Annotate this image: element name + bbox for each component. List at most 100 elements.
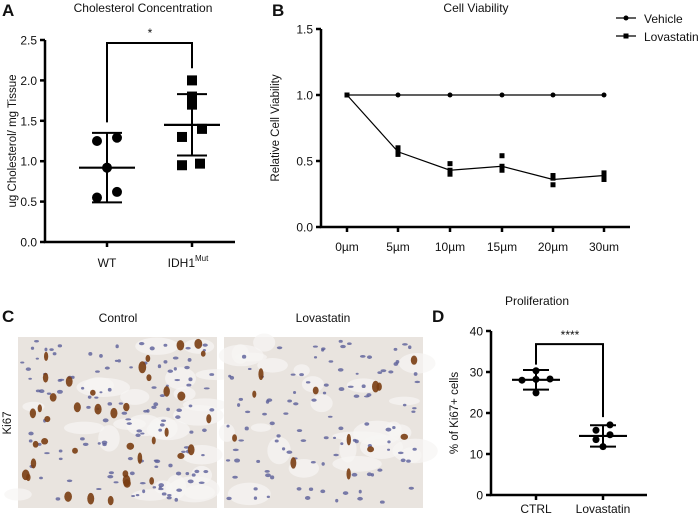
stroma-patch (257, 358, 288, 373)
hematoxylin-nucleus (266, 398, 273, 402)
hematoxylin-nucleus (151, 386, 157, 389)
hematoxylin-nucleus (35, 357, 39, 360)
ki67-positive-nucleus (126, 442, 135, 450)
stroma-patch (83, 377, 115, 394)
hematoxylin-nucleus (262, 412, 267, 416)
legend-lovastatin-label: Lovastatin (644, 30, 699, 44)
hematoxylin-nucleus (104, 366, 110, 370)
hematoxylin-nucleus (86, 405, 91, 409)
chart-a-ylabel: ug Cholesterol/ mg Tissue (7, 75, 19, 208)
hematoxylin-nucleus (342, 491, 349, 495)
hematoxylin-nucleus (266, 495, 271, 499)
hematoxylin-nucleus (95, 370, 100, 373)
hematoxylin-nucleus (185, 472, 190, 476)
hematoxylin-nucleus (338, 387, 345, 392)
ki67-positive-nucleus (400, 433, 409, 440)
axis-lines (489, 331, 647, 497)
hematoxylin-nucleus (253, 496, 258, 500)
hematoxylin-nucleus (118, 402, 124, 405)
ki67-positive-nucleus (252, 390, 257, 398)
hematoxylin-nucleus (39, 476, 43, 480)
hematoxylin-nucleus (187, 357, 192, 362)
ki67-positive-nucleus (90, 389, 96, 396)
hematoxylin-nucleus (366, 472, 372, 477)
lovastatin-point (601, 176, 607, 182)
lovastatin-point (447, 171, 453, 177)
stroma-patch (339, 435, 357, 463)
lovastatin-point (499, 167, 505, 173)
hematoxylin-nucleus (115, 344, 119, 349)
y-tick-label: 40 (470, 325, 484, 339)
y-tick-label: 10 (470, 448, 484, 462)
hematoxylin-nucleus (159, 423, 165, 427)
stroma-patch (388, 396, 420, 406)
panel-label-c: C (2, 307, 14, 326)
hematoxylin-nucleus (131, 494, 136, 498)
hematoxylin-nucleus (347, 385, 354, 388)
lovastatin-point (550, 175, 556, 181)
stroma-patch (231, 344, 249, 364)
hematoxylin-nucleus (168, 463, 173, 468)
hematoxylin-nucleus (25, 367, 31, 371)
ki67-positive-nucleus (187, 444, 195, 456)
lovastatin-point (344, 92, 350, 98)
hematoxylin-nucleus (320, 489, 326, 494)
hematoxylin-nucleus (159, 394, 165, 398)
chart-a-xtick-idh1-base: IDH1 (168, 256, 196, 270)
hematoxylin-nucleus (153, 459, 159, 462)
hematoxylin-nucleus (359, 355, 366, 358)
hematoxylin-nucleus (234, 458, 241, 463)
hematoxylin-nucleus (52, 352, 57, 356)
y-tick-label: 0.5 (20, 195, 37, 209)
hematoxylin-nucleus (408, 486, 414, 490)
hematoxylin-nucleus (244, 410, 251, 414)
hematoxylin-nucleus (253, 487, 258, 491)
hematoxylin-nucleus (35, 389, 41, 393)
ki67-positive-nucleus (110, 407, 118, 419)
ki67-positive-nucleus (146, 374, 152, 382)
hematoxylin-nucleus (241, 354, 247, 359)
hematoxylin-nucleus (87, 395, 92, 399)
stroma-patch (392, 438, 438, 464)
hematoxylin-nucleus (402, 343, 408, 346)
hematoxylin-nucleus (28, 439, 33, 443)
data-point (532, 389, 540, 397)
hematoxylin-nucleus (172, 356, 179, 360)
hematoxylin-nucleus (414, 380, 421, 384)
hematoxylin-nucleus (412, 407, 417, 410)
hematoxylin-nucleus (327, 415, 333, 418)
hematoxylin-nucleus (321, 462, 325, 466)
stroma-patch (301, 376, 324, 393)
ki67-positive-nucleus (346, 433, 351, 446)
chart-a-xtick-idh1: IDH1Mut (168, 254, 209, 270)
lovastatin-point (447, 167, 453, 173)
stroma-patch (267, 436, 291, 465)
vehicle-point (395, 92, 401, 98)
hematoxylin-nucleus (352, 438, 357, 442)
hematoxylin-nucleus (387, 440, 391, 444)
hematoxylin-nucleus (338, 426, 344, 431)
chart-d-significance: **** (561, 328, 580, 342)
hematoxylin-nucleus (167, 493, 172, 497)
hematoxylin-nucleus (136, 429, 143, 433)
panel-label-a: A (2, 1, 14, 20)
hematoxylin-nucleus (400, 458, 406, 463)
stroma-patch (98, 425, 120, 452)
hematoxylin-nucleus (58, 449, 63, 453)
data-point (187, 75, 197, 86)
hematoxylin-nucleus (351, 472, 358, 477)
hematoxylin-nucleus (44, 452, 50, 455)
lovastatin-point (499, 153, 505, 159)
micrograph-control-ki67 (4, 337, 237, 508)
ki67-positive-nucleus (151, 436, 156, 445)
ki67-positive-nucleus (29, 408, 37, 419)
hematoxylin-nucleus (20, 361, 25, 364)
hematoxylin-nucleus (202, 343, 208, 347)
stroma-patch (168, 476, 220, 503)
hematoxylin-nucleus (335, 498, 339, 503)
ki67-positive-nucleus (87, 492, 95, 505)
hematoxylin-nucleus (184, 365, 190, 370)
data-point (195, 158, 205, 169)
lovastatin-point (447, 161, 453, 167)
hematoxylin-nucleus (361, 384, 366, 389)
